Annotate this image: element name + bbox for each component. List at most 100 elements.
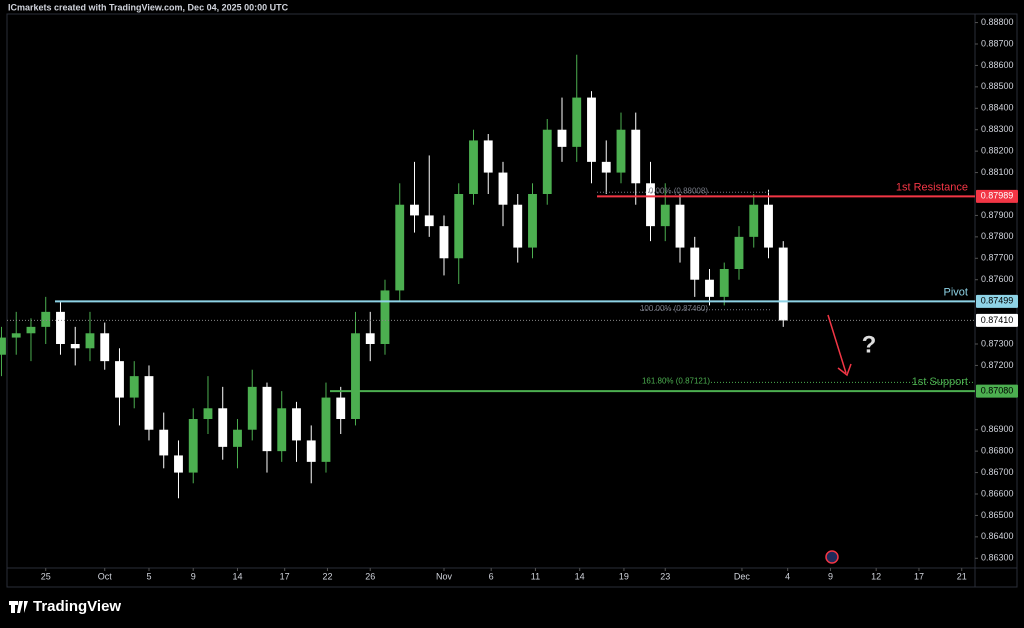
candle-body bbox=[410, 204, 419, 216]
candle-body bbox=[100, 333, 110, 362]
candle-body bbox=[115, 361, 124, 398]
x-tick-label: 4 bbox=[785, 571, 790, 581]
candle-body bbox=[646, 183, 655, 227]
candle-body bbox=[11, 333, 21, 338]
x-tick-label: 12 bbox=[871, 571, 881, 581]
candle-body bbox=[321, 397, 331, 462]
y-tick-label: 0.88100 bbox=[981, 167, 1014, 177]
y-tick-label: 0.86900 bbox=[981, 424, 1014, 434]
y-tick-label: 0.86600 bbox=[981, 488, 1014, 498]
price-tag bbox=[976, 313, 1018, 327]
x-tick-label: 11 bbox=[531, 571, 540, 581]
x-tick-label: Dec bbox=[734, 571, 751, 581]
candle-body bbox=[306, 440, 316, 462]
fib-label: 100.00% (0.87460) bbox=[640, 304, 708, 313]
x-tick-label: 6 bbox=[489, 571, 494, 581]
x-tick-label: Nov bbox=[436, 571, 453, 581]
x-tick-label: 17 bbox=[914, 571, 924, 581]
candle-body bbox=[277, 408, 287, 452]
candle-body bbox=[188, 419, 198, 473]
candle-body bbox=[395, 204, 405, 291]
candle-body bbox=[336, 397, 346, 419]
x-tick-label: 14 bbox=[575, 571, 585, 581]
candle-body bbox=[144, 376, 154, 430]
candle-body bbox=[690, 247, 700, 280]
x-tick-label: 19 bbox=[619, 571, 629, 581]
candle-body bbox=[41, 311, 51, 327]
candle-body bbox=[616, 129, 626, 173]
candle-body bbox=[454, 194, 464, 259]
y-tick-label: 0.86800 bbox=[981, 446, 1014, 456]
y-tick-label: 0.88200 bbox=[981, 146, 1014, 156]
candle-body bbox=[26, 326, 36, 334]
y-tick-label: 0.87200 bbox=[981, 360, 1014, 370]
candle-body bbox=[601, 161, 611, 173]
candle-body bbox=[218, 408, 228, 447]
x-tick-label: 22 bbox=[322, 571, 332, 581]
logo: TradingView bbox=[9, 598, 121, 615]
x-tick-label: 26 bbox=[365, 571, 375, 581]
candle-body bbox=[734, 236, 744, 269]
candle-body bbox=[203, 408, 213, 419]
event-icon[interactable] bbox=[825, 550, 839, 564]
x-tick-label: 9 bbox=[828, 571, 833, 581]
candle-body bbox=[631, 129, 641, 184]
candle-body bbox=[469, 140, 478, 194]
x-tick-label: 25 bbox=[41, 571, 51, 581]
candle-body bbox=[247, 386, 257, 430]
candle-body bbox=[557, 129, 567, 147]
candle-body bbox=[292, 408, 301, 441]
fib-label: 161.80% (0.87121) bbox=[642, 376, 710, 385]
candle-body bbox=[498, 172, 508, 205]
candle-body bbox=[439, 226, 449, 259]
y-tick-label: 0.88500 bbox=[981, 81, 1014, 91]
price-tag-label: 0.87989 bbox=[981, 191, 1014, 201]
candle-body bbox=[365, 333, 375, 344]
candle-body bbox=[778, 247, 788, 321]
price-tag-label: 0.87499 bbox=[981, 296, 1014, 306]
y-tick-label: 0.87300 bbox=[981, 338, 1014, 348]
y-tick-label: 0.88400 bbox=[981, 103, 1014, 113]
candle-body bbox=[660, 204, 670, 227]
x-tick-label: Oct bbox=[98, 571, 113, 581]
level-name: Pivot bbox=[944, 286, 968, 298]
fib-label: 0.00% (0.88008) bbox=[649, 186, 708, 195]
candle-body bbox=[587, 97, 596, 162]
candle-body bbox=[528, 194, 537, 248]
x-tick-label: 9 bbox=[191, 571, 196, 581]
price-tag bbox=[976, 189, 1018, 203]
candle-body bbox=[262, 386, 272, 452]
x-tick-label: 5 bbox=[146, 571, 151, 581]
candle-body bbox=[380, 290, 390, 344]
candle-body bbox=[56, 311, 65, 344]
candle-body bbox=[749, 204, 759, 237]
y-tick-label: 0.86500 bbox=[981, 510, 1014, 520]
price-tag-label: 0.87080 bbox=[981, 386, 1014, 396]
x-tick-label: 17 bbox=[280, 571, 290, 581]
candle-body bbox=[351, 333, 360, 419]
candle-body bbox=[542, 129, 552, 194]
candle-body bbox=[0, 337, 6, 355]
candle-body bbox=[424, 215, 434, 227]
candle-body bbox=[85, 333, 95, 349]
question-mark: ? bbox=[862, 331, 877, 358]
candle-body bbox=[159, 429, 169, 456]
candle-body bbox=[705, 279, 714, 297]
price-tag bbox=[976, 384, 1018, 398]
candle-body bbox=[513, 204, 523, 248]
y-tick-label: 0.86400 bbox=[981, 531, 1014, 541]
x-tick-label: 14 bbox=[232, 571, 242, 581]
y-tick-label: 0.86300 bbox=[981, 553, 1014, 563]
y-tick-label: 0.87900 bbox=[981, 210, 1014, 220]
price-tag bbox=[976, 294, 1018, 308]
candle-body bbox=[174, 455, 183, 473]
level-name: 1st Resistance bbox=[896, 181, 968, 193]
y-tick-label: 0.88600 bbox=[981, 60, 1014, 70]
x-tick-label: 23 bbox=[660, 571, 670, 581]
candle-body bbox=[70, 344, 80, 349]
y-tick-label: 0.88300 bbox=[981, 124, 1014, 134]
watermark: ICmarkets created with TradingView.com, … bbox=[8, 2, 289, 12]
candle-body bbox=[483, 140, 493, 173]
